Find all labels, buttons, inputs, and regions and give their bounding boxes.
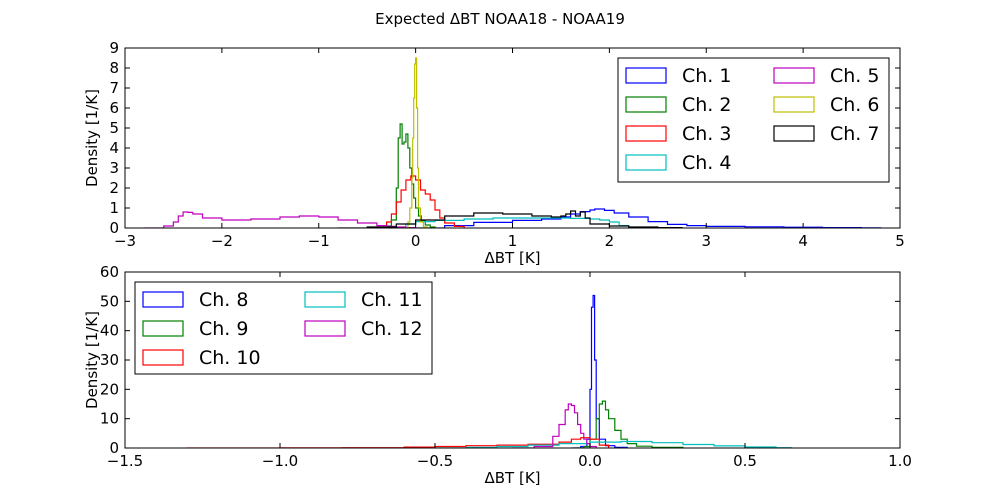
- y-tick-label: 9: [109, 39, 119, 57]
- x-tick-label: 2: [605, 232, 615, 250]
- legend: Ch. 8 Ch. 9 Ch. 10 Ch. 11 Ch. 12: [134, 281, 433, 375]
- legend-item: Ch. 5: [773, 65, 879, 87]
- panel-1: −3 −2 −1 0 1 2 3 4 5 0 1 2 3 4 5 6 7 8 9 ΔBT [K] Density [1/…: [83, 39, 905, 267]
- x-tick-label: 1: [508, 232, 518, 250]
- legend-swatch: [625, 96, 667, 113]
- series-line-ch5: [144, 211, 417, 228]
- legend-item: Ch. 4: [625, 152, 731, 174]
- legend-swatch: [773, 125, 815, 142]
- legend-item: Ch. 1: [625, 65, 731, 87]
- legend-item: Ch. 6: [773, 94, 879, 116]
- legend-label: Ch. 11: [361, 289, 423, 311]
- y-tick-label: 60: [100, 263, 119, 281]
- x-tick-label: 1.0: [888, 452, 912, 470]
- series-line-ch11: [435, 440, 793, 448]
- legend-item: Ch. 8: [142, 289, 248, 311]
- legend-label: Ch. 1: [682, 65, 731, 87]
- legend: Ch. 1 Ch. 2 Ch. 3 Ch. 4 Ch. 5 Ch. 6 Ch. 7: [617, 57, 890, 183]
- series-line-ch1: [415, 208, 882, 228]
- y-tick-label: 6: [109, 99, 119, 117]
- y-axis-label: Density [1/K]: [83, 89, 101, 187]
- y-tick-label: 4: [109, 139, 119, 157]
- x-tick-label: −1.5: [107, 452, 143, 470]
- legend-label: Ch. 4: [682, 152, 731, 174]
- legend-swatch: [625, 154, 667, 171]
- y-tick-label: 40: [100, 322, 119, 340]
- series-line-ch8: [571, 294, 628, 448]
- legend-label: Ch. 8: [199, 289, 248, 311]
- legend-box: [134, 281, 433, 375]
- legend-swatch: [304, 291, 346, 308]
- legend-swatch: [773, 96, 815, 113]
- x-tick-label: 4: [798, 232, 808, 250]
- x-axis-label: ΔBT [K]: [484, 249, 540, 267]
- y-tick-label: 0: [109, 219, 119, 237]
- x-tick-label: 0.0: [578, 452, 602, 470]
- y-tick-label: 20: [100, 380, 119, 398]
- legend-item: Ch. 3: [625, 123, 731, 145]
- series-line-ch12: [512, 403, 597, 448]
- x-tick-label: 3: [701, 232, 711, 250]
- legend-label: Ch. 6: [830, 94, 879, 116]
- legend-item: Ch. 11: [304, 289, 423, 311]
- figure-title: Expected ΔBT NOAA18 - NOAA19: [375, 10, 625, 28]
- legend-item: Ch. 12: [304, 318, 423, 340]
- y-tick-label: 0: [109, 439, 119, 457]
- y-tick-label: 7: [109, 79, 119, 97]
- legend-label: Ch. 2: [682, 94, 731, 116]
- legend-swatch: [625, 125, 667, 142]
- y-tick-label: 3: [109, 159, 119, 177]
- legend-item: Ch. 10: [142, 347, 261, 369]
- legend-label: Ch. 12: [361, 318, 423, 340]
- legend-label: Ch. 10: [199, 347, 261, 369]
- x-tick-label: 0: [411, 232, 421, 250]
- legend-label: Ch. 7: [830, 123, 879, 145]
- y-tick-label: 5: [109, 119, 119, 137]
- x-tick-label: −1: [308, 232, 330, 250]
- x-tick-label: 0.5: [733, 452, 757, 470]
- series-line-ch2: [381, 123, 436, 228]
- x-axis-label: ΔBT [K]: [484, 469, 540, 487]
- y-axis-label: Density [1/K]: [83, 311, 101, 409]
- legend-label: Ch. 5: [830, 65, 879, 87]
- y-tick-label: 2: [109, 179, 119, 197]
- x-tick-label: −2: [211, 232, 233, 250]
- series-line-ch6: [404, 57, 428, 228]
- legend-label: Ch. 3: [682, 123, 731, 145]
- y-tick-label: 30: [100, 351, 119, 369]
- legend-item: Ch. 9: [142, 318, 248, 340]
- x-tick-label: 5: [895, 232, 905, 250]
- legend-label: Ch. 9: [199, 318, 248, 340]
- x-tick-label: −3: [114, 232, 136, 250]
- x-tick-label: −0.5: [417, 452, 453, 470]
- legend-item: Ch. 7: [773, 123, 879, 145]
- legend-item: Ch. 2: [625, 94, 731, 116]
- x-tick-label: −1.0: [262, 452, 298, 470]
- y-tick-label: 10: [100, 410, 119, 428]
- legend-swatch: [142, 320, 184, 337]
- y-tick-label: 50: [100, 292, 119, 310]
- legend-swatch: [773, 67, 815, 84]
- legend-swatch: [304, 320, 346, 337]
- y-tick-label: 8: [109, 59, 119, 77]
- legend-swatch: [625, 67, 667, 84]
- legend-swatch: [142, 291, 184, 308]
- panel-2: −1.5 −1.0 −0.5 0.0 0.5 1.0 0 10 20 30 40 50 60 ΔBT [K…: [83, 263, 912, 487]
- legend-box: [617, 57, 890, 183]
- y-tick-label: 1: [109, 199, 119, 217]
- legend-swatch: [142, 349, 184, 366]
